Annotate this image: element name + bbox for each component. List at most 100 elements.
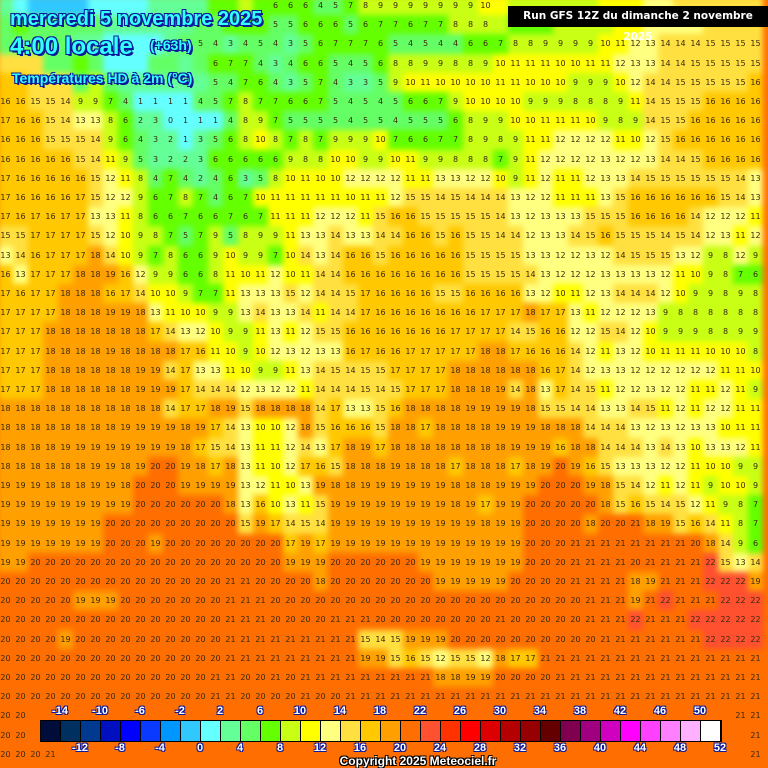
temperature-value: 22 <box>705 615 716 625</box>
temperature-value: 15 <box>600 461 611 471</box>
temperature-value: 21 <box>240 577 251 586</box>
temperature-cell <box>88 72 103 92</box>
temperature-value: 14 <box>300 442 311 452</box>
temperature-value: 18 <box>150 404 161 414</box>
temperature-cell <box>448 53 463 73</box>
temperature-value: 21 <box>675 673 686 682</box>
temperature-value: 11 <box>525 173 536 183</box>
temperature-cell <box>433 53 448 73</box>
temperature-value: 13 <box>315 346 326 356</box>
temperature-value: 20 <box>390 557 401 567</box>
temperature-value: 17 <box>30 269 41 279</box>
temperature-value: 16 <box>465 308 476 318</box>
temperature-value: 8 <box>137 212 144 222</box>
temperature-value: 20 <box>375 577 386 586</box>
temperature-value: 16 <box>465 289 476 298</box>
temperature-value: 16 <box>450 308 461 318</box>
legend-swatch <box>641 721 661 741</box>
temperature-value: 21 <box>570 653 581 663</box>
legend-swatch <box>281 721 301 741</box>
temperature-value: 21 <box>600 577 611 586</box>
temperature-value: 3 <box>347 77 354 87</box>
temperature-value: 20 <box>435 596 446 606</box>
legend-swatch <box>541 721 561 741</box>
temperature-value: 6 <box>197 269 204 279</box>
temperature-value: 15 <box>645 404 656 414</box>
temperature-value: 20 <box>285 673 296 682</box>
temperature-value: 16 <box>705 97 716 106</box>
temperature-value: 20 <box>165 673 176 682</box>
temperature-value: 6 <box>227 193 234 202</box>
temperature-cell <box>358 15 373 35</box>
temperature-value: 21 <box>645 692 656 702</box>
temperature-value: 20 <box>0 615 11 625</box>
temperature-value: 7 <box>242 58 249 68</box>
temperature-value: 16 <box>690 519 701 529</box>
temperature-value: 6 <box>467 39 474 49</box>
temperature-value: 20 <box>270 692 281 702</box>
temperature-value: 19 <box>645 577 656 586</box>
temperature-value: 8 <box>452 20 459 30</box>
temperature-value: 19 <box>375 653 386 663</box>
temperature-value: 5 <box>377 116 384 126</box>
temperature-cell <box>43 72 58 92</box>
temperature-value: 15 <box>75 154 86 164</box>
temperature-cell <box>43 15 58 35</box>
temperature-value: 13 <box>735 557 746 567</box>
temperature-value: 20 <box>345 596 356 606</box>
temperature-value: 20 <box>0 711 11 721</box>
forecast-time: 4:00 locale <box>10 33 133 60</box>
temperature-value: 13 <box>360 404 371 414</box>
temperature-value: 20 <box>15 634 26 644</box>
temperature-value: 21 <box>615 673 626 682</box>
temperature-value: 20 <box>540 596 551 606</box>
temperature-value: 12 <box>735 250 746 260</box>
temperature-value: 19 <box>315 481 326 490</box>
temperature-value: 20 <box>585 634 596 644</box>
temperature-value: 10 <box>720 461 731 471</box>
temperature-value: 18 <box>75 461 86 471</box>
temperature-value: 9 <box>662 327 669 337</box>
temperature-value: 11 <box>420 173 431 183</box>
temperature-value: 10 <box>255 193 266 202</box>
temperature-value: 20 <box>30 634 41 644</box>
temperature-cell <box>43 53 58 73</box>
temperature-value: 18 <box>120 365 131 375</box>
temperature-value: 18 <box>105 385 116 394</box>
temperature-value: 20 <box>105 634 116 644</box>
temperature-value: 18 <box>45 442 56 452</box>
legend-swatch <box>401 721 421 741</box>
temperature-value: 20 <box>270 577 281 586</box>
temperature-value: 17 <box>315 538 326 548</box>
temperature-value: 15 <box>405 193 416 202</box>
temperature-value: 20 <box>390 615 401 625</box>
temperature-value: 11 <box>300 173 311 183</box>
temperature-value: 14 <box>495 193 506 202</box>
parameter-title: Températures HD à 2m (°C) <box>12 70 193 86</box>
temperature-value: 13 <box>600 193 611 202</box>
temperature-value: 14 <box>615 250 626 260</box>
temperature-value: 18 <box>525 461 536 471</box>
copyright: Copyright 2025 Meteociel.fr <box>339 754 497 768</box>
temperature-value: 13 <box>270 327 281 337</box>
legend-swatch <box>381 721 401 741</box>
temperature-value: 6 <box>212 58 219 68</box>
temperature-value: 20 <box>15 749 26 759</box>
temperature-value: 19 <box>90 442 101 452</box>
temperature-value: 18 <box>525 365 536 375</box>
temperature-value: 13 <box>720 442 731 452</box>
temperature-value: 4 <box>212 173 219 183</box>
temperature-value: 18 <box>495 653 506 663</box>
temperature-cell <box>343 15 358 35</box>
temperature-value: 14 <box>630 289 641 298</box>
temperature-value: 9 <box>737 327 744 337</box>
temperature-value: 18 <box>360 461 371 471</box>
temperature-value: 9 <box>467 1 474 10</box>
temperature-value: 9 <box>512 173 519 183</box>
temperature-value: 21 <box>300 634 311 644</box>
temperature-value: 14 <box>375 634 386 644</box>
temperature-value: 21 <box>750 749 761 759</box>
temperature-value: 16 <box>435 250 446 260</box>
temperature-value: 17 <box>45 289 56 298</box>
temperature-value: 15 <box>735 58 746 68</box>
